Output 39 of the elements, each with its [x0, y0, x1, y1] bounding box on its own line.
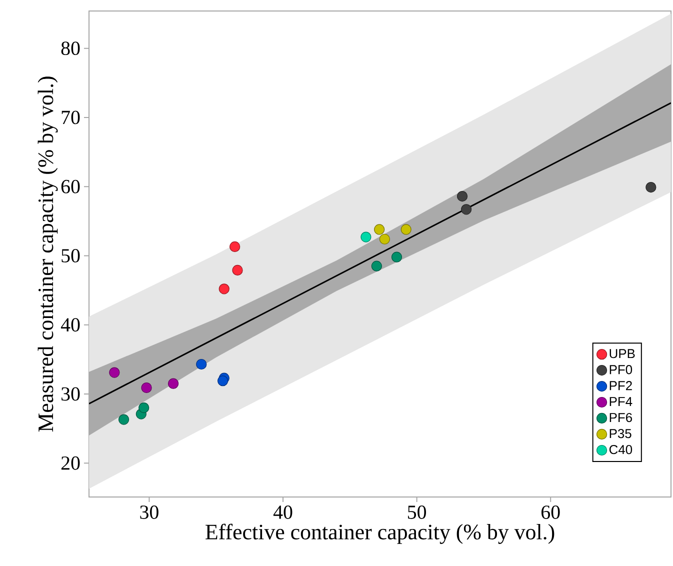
legend-label: PF6 — [610, 412, 632, 422]
legend-label: P35 — [610, 428, 632, 438]
y-tick-label: 50 — [62, 248, 80, 262]
legend-label: UPB — [610, 349, 635, 358]
legend-label: PF2 — [610, 381, 632, 390]
point — [461, 204, 472, 215]
point — [138, 402, 150, 414]
legend-label: PF4 — [610, 397, 632, 406]
point — [230, 241, 240, 252]
point — [400, 224, 412, 235]
point — [360, 232, 372, 242]
point — [391, 252, 402, 262]
point — [379, 234, 390, 244]
x-tick-label: 40 — [273, 506, 292, 519]
point — [374, 224, 385, 235]
y-axis-title: Measured container capacity (% by vol.) — [38, 76, 58, 432]
point — [646, 182, 656, 193]
y-tick-label: 70 — [62, 110, 80, 124]
point — [118, 414, 130, 425]
y-tick-label: 60 — [61, 180, 80, 194]
point — [456, 190, 468, 202]
x-tick-label: 50 — [408, 506, 426, 519]
point — [232, 264, 243, 276]
y-tick-label: 20 — [61, 456, 80, 470]
x-tick-label: 60 — [541, 506, 560, 519]
point — [371, 260, 382, 272]
y-tick-label: 30 — [62, 387, 80, 401]
y-tick-label: 40 — [60, 318, 80, 332]
point — [109, 367, 120, 378]
point — [141, 382, 152, 394]
x-axis-title: Effective container capacity (% by vol.) — [206, 524, 554, 544]
legend-label: PF0 — [610, 365, 632, 374]
point — [218, 376, 228, 386]
legend-label: C40 — [609, 444, 632, 454]
point — [196, 358, 207, 370]
point — [218, 284, 230, 294]
y-tick-label: 80 — [61, 42, 80, 56]
point — [168, 378, 179, 389]
x-tick-label: 30 — [140, 506, 158, 519]
